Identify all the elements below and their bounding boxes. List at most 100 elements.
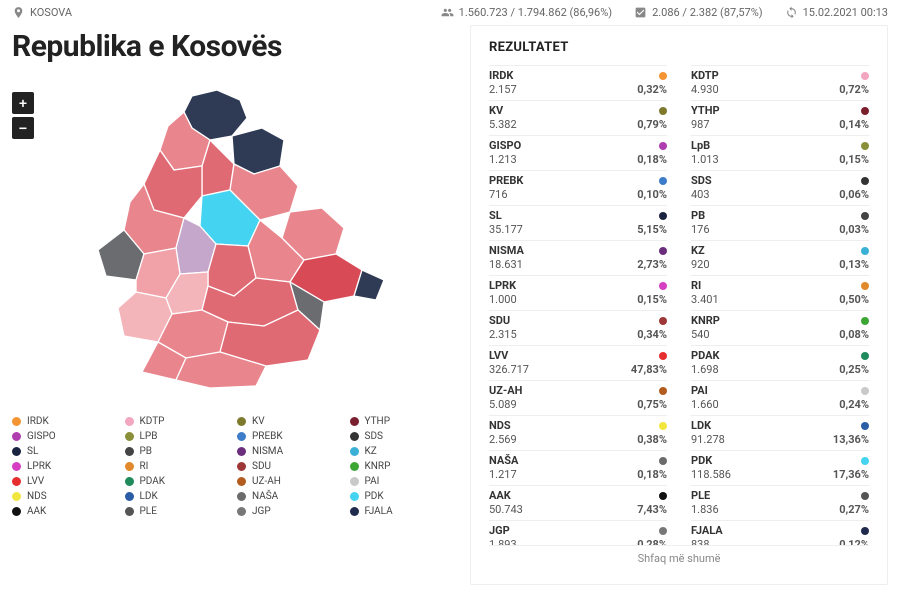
legend-item[interactable]: LVV	[12, 476, 115, 487]
party-votes: 1.217	[489, 468, 517, 481]
voters-stat: 1.560.723 / 1.794.862 (86,96%)	[441, 6, 612, 19]
result-row[interactable]: IRDK2.1570,32%	[489, 65, 667, 100]
legend-label: LDK	[140, 491, 158, 502]
result-row[interactable]: AAK50.743 7,43%	[489, 485, 667, 520]
legend-item[interactable]: PREBK	[237, 431, 340, 442]
legend-dot-icon	[350, 447, 359, 456]
pin-icon	[12, 6, 25, 19]
timestamp-stat: 15.02.2021 00:13	[785, 6, 888, 19]
party-votes: 2.569	[489, 433, 517, 446]
legend-item[interactable]: LPRK	[12, 461, 115, 472]
legend-item[interactable]: KV	[237, 416, 340, 427]
party-name: UZ-AH	[489, 384, 522, 397]
party-votes: 118.586	[691, 468, 731, 481]
map-region[interactable]	[202, 140, 234, 196]
result-row[interactable]: NISMA18.6312,73%	[489, 240, 667, 275]
result-row[interactable]: LpB1.0130,15%	[691, 135, 869, 170]
result-row[interactable]: NAŠA1.2170,18%	[489, 450, 667, 485]
legend-item[interactable]: SL	[12, 446, 115, 457]
legend-item[interactable]: PDAK	[125, 476, 228, 487]
result-row[interactable]: NDS2.5690,38%	[489, 415, 667, 450]
result-row[interactable]: KV5.3820,79%	[489, 100, 667, 135]
party-name: JGP	[489, 524, 510, 537]
party-dot-icon	[861, 457, 869, 465]
legend-item[interactable]: PAI	[350, 476, 453, 487]
party-name: GISPO	[489, 139, 521, 152]
result-row[interactable]: PDK118.58617,36%	[691, 450, 869, 485]
zoom-out-button[interactable]: −	[12, 117, 34, 139]
legend-item[interactable]: NISMA	[237, 446, 340, 457]
legend-item[interactable]: AAK	[12, 506, 115, 517]
party-percent: 0,75%	[637, 398, 667, 411]
legend-label: LPRK	[27, 461, 51, 472]
legend-dot-icon	[12, 417, 21, 426]
legend-item[interactable]: NDS	[12, 491, 115, 502]
result-row[interactable]: LDK91.27813,36%	[691, 415, 869, 450]
election-map[interactable]	[42, 78, 422, 398]
party-dot-icon	[861, 422, 869, 430]
map-legend: IRDK KDTP KV YTHP GISPO LPB PREBK SDS SL PB NISMA K…	[12, 416, 452, 517]
result-row[interactable]: JGP1.8930,28%	[489, 520, 667, 545]
result-row[interactable]: SDU2.3150,34%	[489, 310, 667, 345]
result-row[interactable]: PAI1.6600,24%	[691, 380, 869, 415]
party-name: PB	[691, 209, 705, 222]
legend-item[interactable]: LPB	[125, 431, 228, 442]
result-row[interactable]: RI3.4010,50%	[691, 275, 869, 310]
result-row[interactable]: PDAK1.6980,25%	[691, 345, 869, 380]
result-row[interactable]: LVV326.71747,83%	[489, 345, 667, 380]
show-more-link[interactable]: Shfaq më shumë	[489, 545, 869, 571]
legend-item[interactable]: RI	[125, 461, 228, 472]
legend-item[interactable]: KDTP	[125, 416, 228, 427]
legend-item[interactable]: SDS	[350, 431, 453, 442]
party-dot-icon	[861, 142, 869, 150]
result-row[interactable]: SL35.1775,15%	[489, 205, 667, 240]
legend-item[interactable]: KNRP	[350, 461, 453, 472]
party-dot-icon	[659, 422, 667, 430]
result-row[interactable]: KDTP4.9300,72%	[691, 65, 869, 100]
party-votes: 176	[691, 223, 710, 236]
legend-dot-icon	[12, 447, 21, 456]
legend-item[interactable]: SDU	[237, 461, 340, 472]
legend-item[interactable]: IRDK	[12, 416, 115, 427]
party-dot-icon	[659, 107, 667, 115]
legend-item[interactable]: PLE	[125, 506, 228, 517]
party-votes: 50.743	[489, 503, 523, 516]
result-row[interactable]: LPRK1.0000,15%	[489, 275, 667, 310]
result-row[interactable]: KZ9200,13%	[691, 240, 869, 275]
legend-dot-icon	[350, 477, 359, 486]
legend-label: NISMA	[252, 446, 283, 457]
result-row[interactable]: PREBK7160,10%	[489, 170, 667, 205]
party-name: AAK	[489, 489, 511, 502]
people-icon	[441, 6, 454, 19]
result-row[interactable]: SDS4030,06%	[691, 170, 869, 205]
legend-item[interactable]: GISPO	[12, 431, 115, 442]
party-percent: 7,43%	[637, 503, 667, 516]
party-percent: 5,15%	[637, 223, 667, 236]
result-row[interactable]: GISPO1.2130,18%	[489, 135, 667, 170]
legend-item[interactable]: YTHP	[350, 416, 453, 427]
result-row[interactable]: YTHP9870,14%	[691, 100, 869, 135]
legend-item[interactable]: UZ-AH	[237, 476, 340, 487]
result-row[interactable]: FJALA8380,12%	[691, 520, 869, 545]
legend-dot-icon	[12, 477, 21, 486]
party-percent: 0,15%	[637, 293, 667, 306]
legend-item[interactable]: PDK	[350, 491, 453, 502]
legend-item[interactable]: KZ	[350, 446, 453, 457]
zoom-in-button[interactable]: +	[12, 92, 34, 114]
legend-dot-icon	[350, 417, 359, 426]
party-name: KNRP	[691, 314, 720, 327]
party-name: LDK	[691, 419, 711, 432]
party-percent: 0,38%	[637, 433, 667, 446]
legend-item[interactable]: FJALA	[350, 506, 453, 517]
result-row[interactable]: PLE1.8360,27%	[691, 485, 869, 520]
legend-item[interactable]: NAŠA	[237, 491, 340, 502]
result-row[interactable]: PB1760,03%	[691, 205, 869, 240]
legend-item[interactable]: LDK	[125, 491, 228, 502]
result-row[interactable]: UZ-AH5.0890,75%	[489, 380, 667, 415]
legend-item[interactable]: PB	[125, 446, 228, 457]
party-votes: 540	[691, 328, 710, 341]
result-row[interactable]: KNRP5400,08%	[691, 310, 869, 345]
legend-dot-icon	[12, 507, 21, 516]
party-dot-icon	[659, 457, 667, 465]
legend-item[interactable]: JGP	[237, 506, 340, 517]
